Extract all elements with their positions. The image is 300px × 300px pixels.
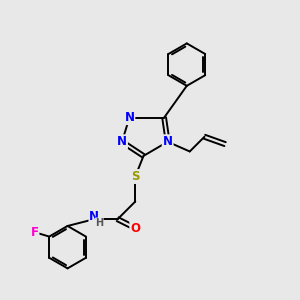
Text: N: N — [163, 135, 173, 148]
Text: F: F — [31, 226, 38, 239]
Text: H: H — [95, 218, 104, 228]
Text: N: N — [124, 111, 134, 124]
Text: N: N — [117, 135, 127, 148]
Text: S: S — [131, 170, 140, 183]
Text: N: N — [89, 210, 99, 223]
Text: O: O — [130, 221, 140, 235]
